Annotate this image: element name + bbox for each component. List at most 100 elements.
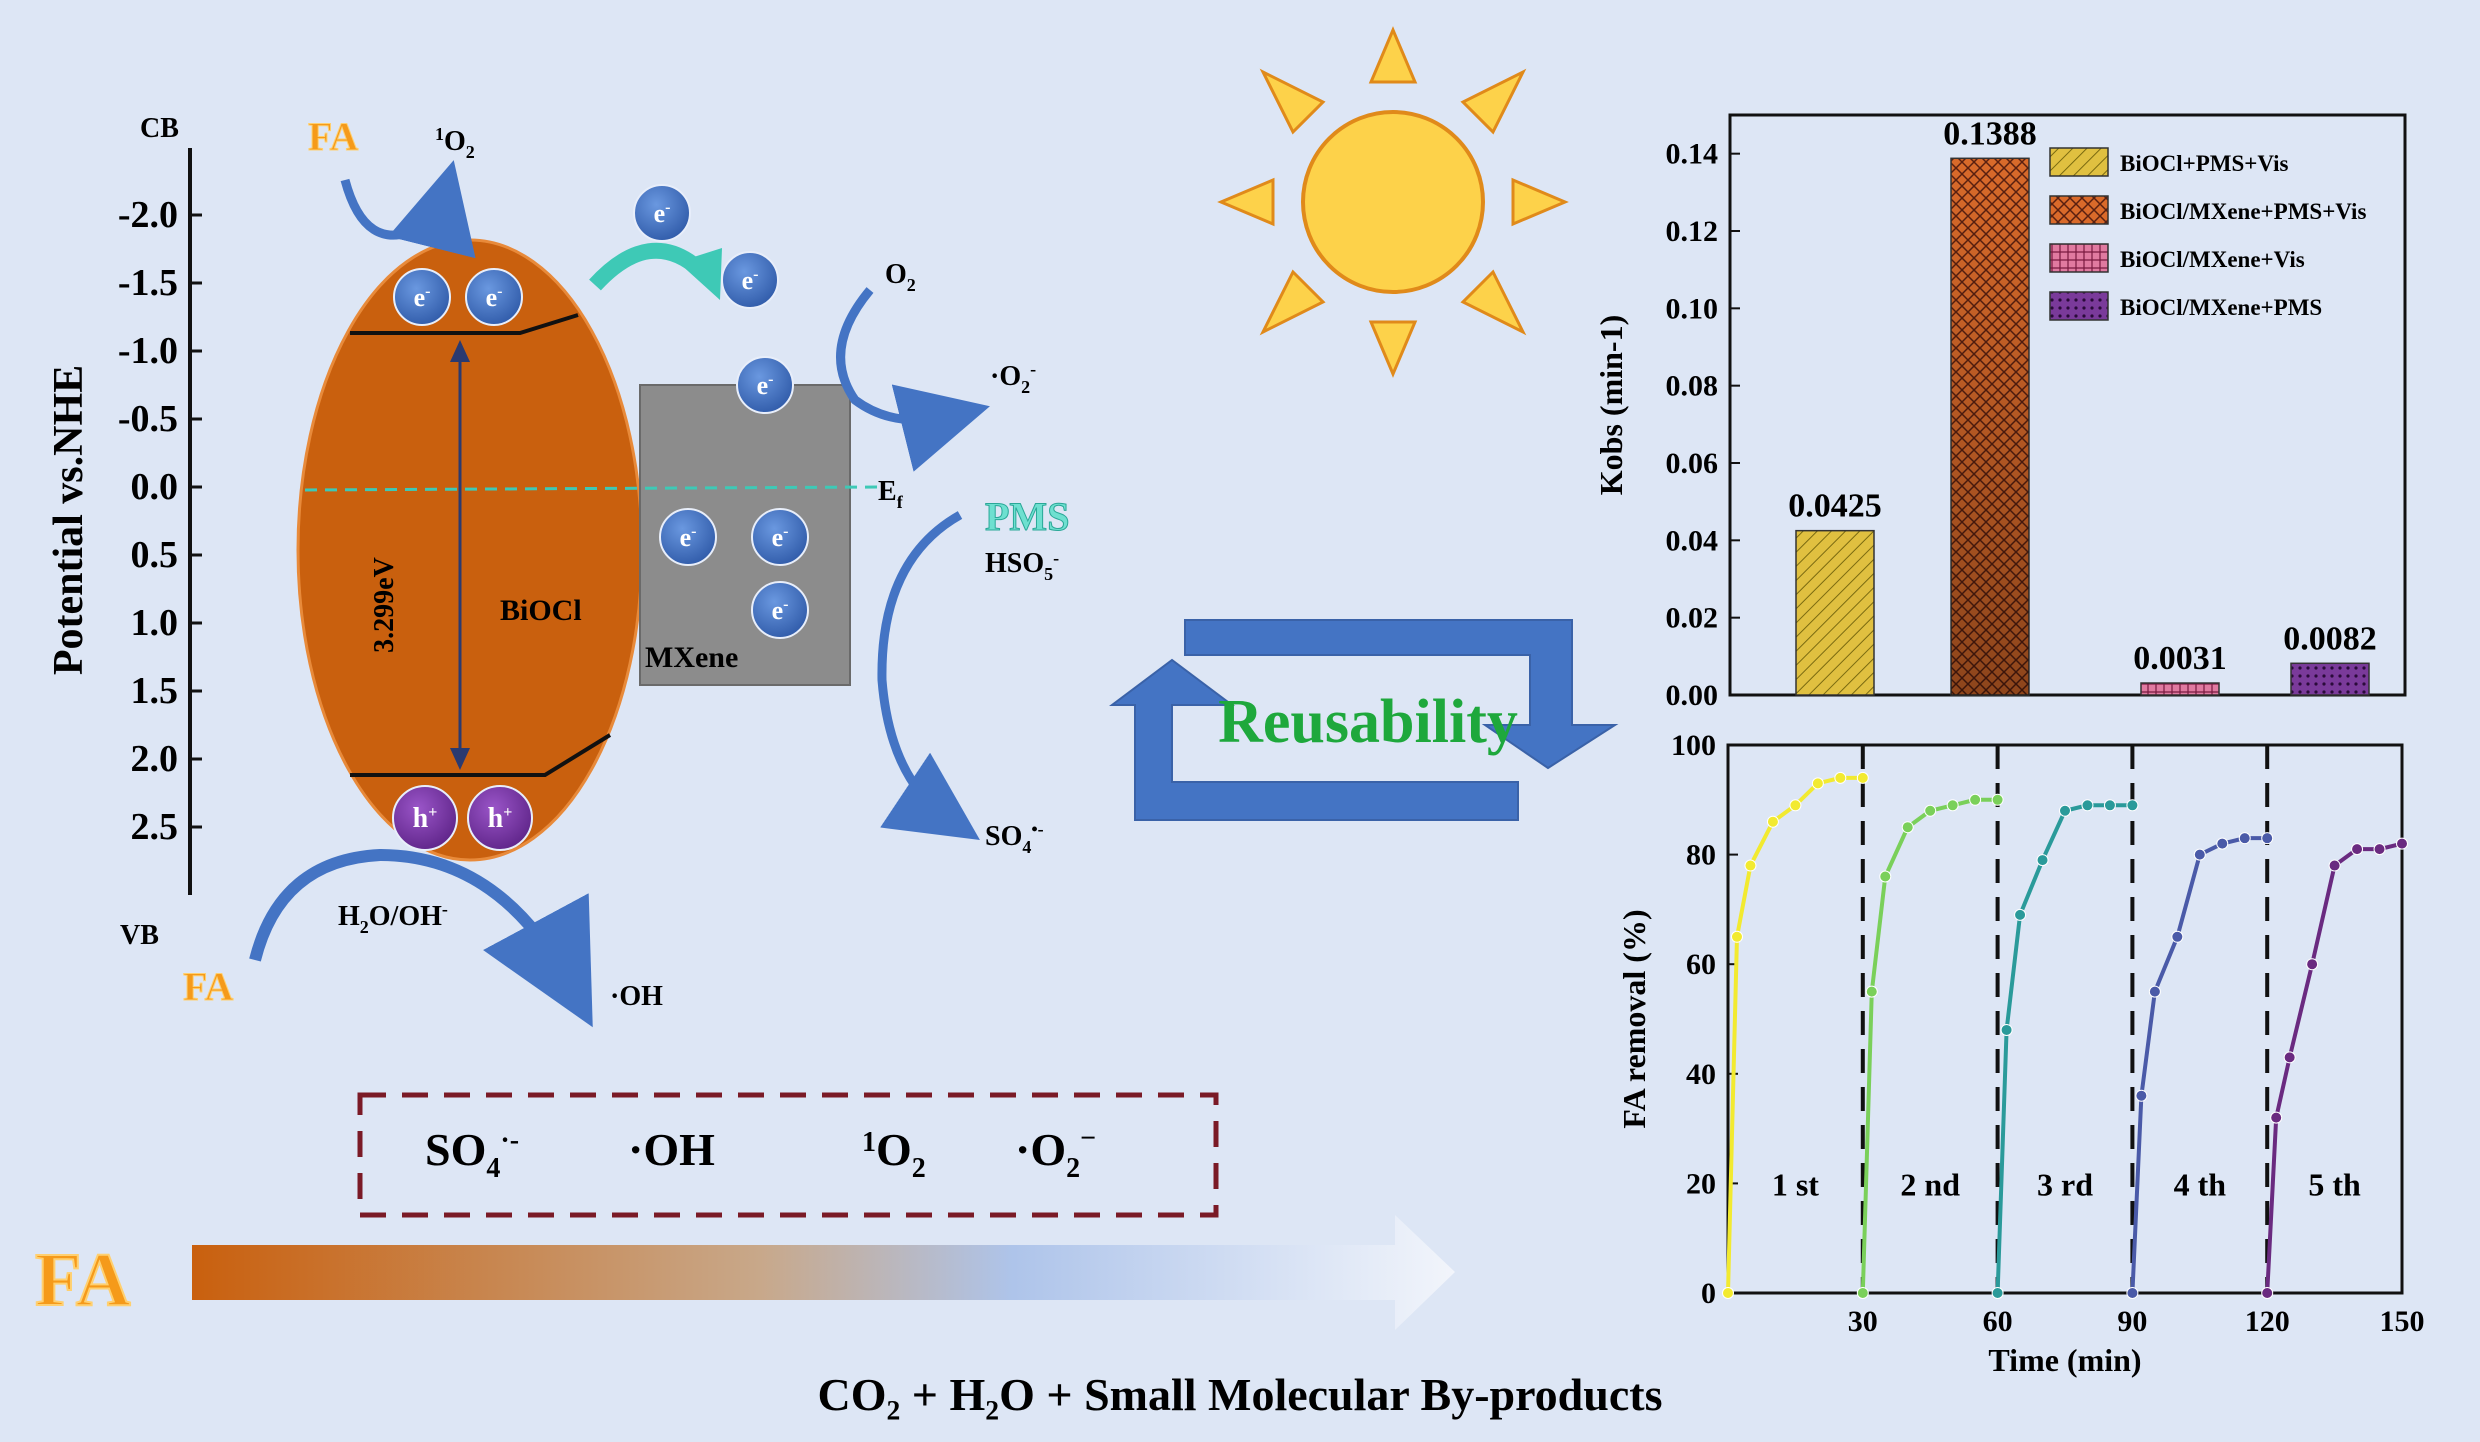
legend-label: BiOCl/MXene+PMS <box>2120 295 2322 320</box>
cycle-data-point <box>2351 843 2364 856</box>
kobs-bar-chart: 0.00 0.02 0.04 0.06 0.08 0.10 0.12 0.14 Kobs (mi… <box>1593 113 2407 712</box>
cycle-data-point <box>2396 837 2408 850</box>
legend-swatch <box>2049 243 2109 273</box>
potential-tick-label: 2.5 <box>131 806 179 848</box>
bar-2-shade <box>1951 158 2029 696</box>
cycle-data-point <box>2103 799 2116 812</box>
pms-to-sulfate-arrow <box>877 511 980 840</box>
cycle-data-point <box>1744 859 1757 872</box>
biocl-label: BiOCl <box>500 594 582 627</box>
electron-transfer-2: e- <box>721 251 779 309</box>
cycle-data-point <box>2261 1287 2274 1299</box>
svg-text:e-: e- <box>772 523 789 552</box>
species-superoxide: ·O2− <box>1015 1123 1096 1184</box>
electron-transfer-arrowhead <box>678 248 722 300</box>
legend-swatch <box>2049 195 2109 225</box>
electron-transfer-1: e- <box>633 184 691 242</box>
hole-vb-2: h+ <box>467 785 533 851</box>
cycle-data-point <box>1991 1287 2004 1299</box>
cycle-data-point <box>2126 1287 2139 1299</box>
electron-mxene-3: e- <box>751 581 809 639</box>
cycle-data-point <box>1879 870 1892 883</box>
cycle-label: 2 nd <box>1900 1166 1960 1202</box>
cycle-data-point <box>2270 1111 2283 1124</box>
hso5-label: HSO5- <box>985 548 1059 584</box>
bar-y-tick-label: 0.08 <box>1666 370 1719 403</box>
legend-swatch <box>2049 291 2109 321</box>
products-label: CO₂ + H₂O + Small Molecular By-products <box>818 1369 1663 1420</box>
cycle-data-point <box>2059 804 2071 817</box>
cycle-data-point <box>1722 1287 1734 1299</box>
cycle-data-point <box>1901 821 1914 834</box>
potential-tick-label: -2.0 <box>118 194 178 236</box>
bar-1 <box>1795 529 1875 696</box>
electron-mxene-1: e- <box>659 508 717 566</box>
singlet-oxygen-label: 1O2 <box>435 124 475 162</box>
line-x-axis-label: Time (min) <box>1988 1342 2141 1378</box>
reusability-label: Reusability <box>1218 688 1518 756</box>
fa-gradient-arrow <box>192 1215 1455 1330</box>
species-hydroxyl: ·OH <box>628 1124 715 1175</box>
potential-tick-label: 2.0 <box>131 738 179 780</box>
cycle-data-point <box>2081 799 2094 812</box>
energy-band-diagram: -2.0 -1.5 -1.0 -0.5 0.0 0.5 1.0 1.5 2.0 2.5 CB VB… <box>46 113 1070 1028</box>
bar-y-tick-label: 0.04 <box>1666 524 1719 557</box>
potential-tick-label: -0.5 <box>118 398 178 440</box>
cycle-data-point <box>1946 799 1959 812</box>
bar-y-tick-label: 0.10 <box>1666 292 1719 325</box>
svg-text:e-: e- <box>486 283 503 312</box>
svg-text:h+: h+ <box>488 803 513 834</box>
cycle-data-point <box>1856 1287 1869 1299</box>
bar-value-label: 0.1388 <box>1943 115 2037 152</box>
svg-text:e-: e- <box>414 283 431 312</box>
cycle-data-point <box>1856 771 1869 784</box>
svg-text:e-: e- <box>680 523 697 552</box>
cycle-data-point <box>1730 930 1743 943</box>
bar-y-tick-label: 0.12 <box>1666 215 1719 248</box>
line-y-tick-label: 100 <box>1671 729 1716 762</box>
svg-text:e-: e- <box>772 596 789 625</box>
cycle-data-point <box>2135 1089 2148 1102</box>
potential-tick-label: 1.5 <box>131 670 179 712</box>
cycle-data-point <box>2328 859 2341 872</box>
electron-cb-1: e- <box>393 268 451 326</box>
line-chart-frame <box>1726 743 2404 1295</box>
reactive-species-box: SO4·- ·OH 1O2 ·O2− <box>357 1092 1219 1218</box>
electron-cb-2: e- <box>465 268 523 326</box>
potential-tick-label: 0.5 <box>131 534 179 576</box>
line-x-tick-label: 120 <box>2245 1305 2290 1338</box>
cycle-data-point <box>2193 848 2206 861</box>
cycle-series-line <box>2265 841 2403 1294</box>
cycle-data-point <box>2014 908 2027 921</box>
bar-3 <box>2140 682 2220 696</box>
line-y-tick-label: 0 <box>1701 1277 1716 1310</box>
species-singlet-oxygen: 1O2 <box>862 1124 926 1184</box>
legend-swatch <box>2049 147 2109 177</box>
legend-label: BiOCl+PMS+Vis <box>2120 151 2289 176</box>
cycle-data-point <box>2171 930 2184 943</box>
line-x-tick-label: 30 <box>1848 1305 1878 1338</box>
bar-chart-frame <box>1728 113 2407 697</box>
cycle-data-point <box>1789 799 1802 812</box>
line-y-tick-label: 60 <box>1686 948 1716 981</box>
bar-y-tick-label: 0.02 <box>1666 602 1719 635</box>
sun-icon <box>1217 26 1569 378</box>
bar-4 <box>2290 662 2370 696</box>
bar-value-label: 0.0031 <box>2133 640 2227 677</box>
fa-to-hydroxyl-arrow <box>249 848 593 1028</box>
cycle-data-point <box>2306 958 2319 971</box>
cycle-data-point <box>2261 832 2274 845</box>
line-x-tick-label: 90 <box>2117 1305 2147 1338</box>
cycle-data-point <box>1766 815 1779 828</box>
line-y-tick-label: 40 <box>1686 1058 1716 1091</box>
cycle-data-point <box>1969 793 1982 806</box>
bar-value-label: 0.0082 <box>2283 620 2377 657</box>
potential-tick-label: 0.0 <box>131 466 179 508</box>
fa-large-label: FA <box>35 1238 131 1322</box>
potential-tick-label: 1.0 <box>131 602 179 644</box>
valence-band-line <box>350 733 612 777</box>
hole-vb-1: h+ <box>392 785 458 851</box>
pms-label: PMS <box>985 494 1069 539</box>
bar-y-tick-label: 0.14 <box>1666 138 1719 171</box>
potential-tick-label: -1.0 <box>118 330 178 372</box>
